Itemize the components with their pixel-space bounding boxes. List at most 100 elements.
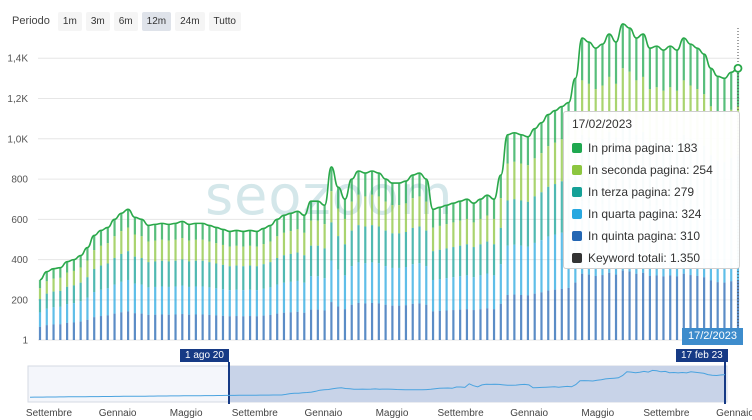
bar-segment	[201, 314, 204, 340]
bar-segment	[486, 241, 489, 274]
bar-stack	[350, 179, 353, 340]
bar-stack	[357, 171, 360, 340]
period-button-1m[interactable]: 1m	[57, 11, 82, 31]
bar-segment	[438, 207, 441, 226]
bar-segment	[221, 264, 225, 290]
bar-segment	[120, 253, 123, 282]
tooltip-row-terza: In terza pagina: 279	[572, 181, 731, 203]
bar-segment	[465, 275, 469, 310]
bar-segment	[45, 325, 48, 340]
bar-segment	[472, 222, 475, 248]
bar-segment	[133, 256, 136, 284]
y-tick-label: 800	[11, 175, 28, 186]
navigator-month-label: Settembre	[26, 408, 73, 419]
bar-segment	[472, 277, 475, 311]
bar-stack	[404, 181, 408, 340]
bar-segment	[221, 315, 225, 340]
bar-segment	[499, 303, 502, 340]
bar-segment	[370, 171, 374, 195]
bar-segment	[194, 223, 197, 240]
period-button-3m[interactable]: 3m	[85, 11, 110, 31]
bar-segment	[499, 198, 502, 228]
bar-stack	[66, 261, 69, 340]
bar-segment	[126, 227, 130, 252]
bar-segment	[120, 213, 123, 232]
bar-stack	[330, 166, 333, 340]
y-tick-label: 1	[22, 336, 28, 347]
bar-segment	[431, 279, 435, 312]
bar-segment	[479, 199, 482, 219]
period-button-24m[interactable]: 24m	[175, 11, 205, 31]
bar-segment	[391, 305, 394, 340]
bar-segment	[635, 273, 638, 340]
bar-segment	[384, 179, 387, 202]
bar-segment	[269, 287, 272, 315]
bar-segment	[560, 288, 563, 340]
bar-segment	[574, 78, 577, 116]
tooltip-swatch	[572, 165, 582, 175]
bar-stack	[384, 179, 387, 340]
bar-segment	[201, 260, 204, 287]
bar-stack	[38, 279, 42, 340]
bar-segment	[276, 284, 279, 314]
period-button-all[interactable]: Tutto	[208, 11, 241, 31]
period-button-6m[interactable]: 6m	[113, 11, 138, 31]
bar-segment	[45, 293, 48, 309]
bar-segment	[533, 128, 536, 159]
bar-stack	[411, 175, 414, 340]
bar-segment	[309, 201, 313, 221]
bar-stack	[187, 224, 191, 340]
bar-segment	[445, 224, 448, 249]
bar-segment	[370, 225, 374, 263]
bar-segment	[99, 316, 103, 340]
bar-segment	[682, 273, 685, 340]
bar-segment	[398, 233, 401, 268]
bar-segment	[79, 255, 82, 268]
bar-segment	[242, 231, 245, 247]
bar-stack	[289, 213, 292, 340]
bar-segment	[404, 231, 408, 268]
bar-segment	[282, 232, 286, 256]
bar-segment	[208, 262, 211, 288]
bar-segment	[438, 225, 441, 250]
bar-segment	[540, 192, 543, 241]
bar-segment	[262, 288, 265, 316]
bar-segment	[689, 44, 692, 86]
bar-segment	[337, 269, 340, 307]
bar-segment	[337, 208, 340, 237]
bar-segment	[72, 259, 75, 271]
bar-segment	[404, 181, 408, 204]
tooltip-swatch	[572, 253, 582, 263]
bar-stack	[431, 209, 435, 340]
bar-stack	[370, 171, 374, 340]
bar-stack	[120, 213, 123, 340]
navigator[interactable]: Settembre Gennaio Maggio Settembre Gennaio Ma…	[26, 362, 752, 419]
bar-segment	[303, 215, 306, 233]
bar-segment	[140, 258, 143, 285]
bar-segment	[296, 280, 299, 312]
tooltip-swatch	[572, 209, 582, 219]
period-button-12m[interactable]: 12m	[141, 11, 172, 31]
bar-segment	[343, 218, 347, 245]
bar-segment	[445, 248, 448, 279]
bar-segment	[526, 295, 530, 340]
bar-stack	[560, 106, 563, 340]
bar-segment	[140, 284, 143, 314]
bar-segment	[160, 286, 164, 315]
bar-segment	[431, 227, 435, 252]
bar-segment	[99, 230, 103, 246]
bar-segment	[113, 236, 116, 259]
bar-segment	[255, 316, 258, 340]
period-selector: Periodo 1m 3m 6m 12m 24m Tutto	[12, 11, 245, 31]
bar-stack	[208, 225, 211, 340]
bar-segment	[520, 295, 523, 340]
bar-stack	[533, 128, 536, 340]
navigator-end-flag: 17 feb 23	[676, 349, 728, 362]
bar-segment	[614, 83, 618, 138]
bar-segment	[730, 281, 733, 340]
bar-segment	[337, 306, 340, 340]
bar-stack	[309, 201, 313, 340]
bar-segment	[309, 220, 313, 246]
bar-segment	[560, 232, 563, 289]
bar-segment	[357, 302, 360, 340]
